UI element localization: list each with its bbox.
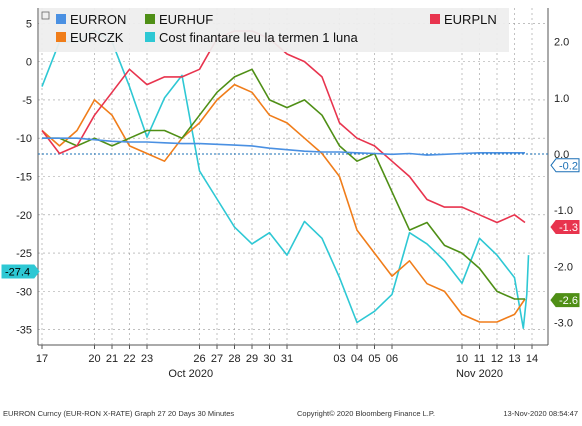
end-label-box [1, 264, 40, 279]
x-tick-label: 04 [351, 353, 363, 365]
end-label-box [550, 293, 580, 308]
end-label-text: -2.6 [559, 295, 578, 307]
x-tick-label: 03 [333, 353, 345, 365]
end-label-text: -0.2 [559, 160, 578, 172]
left-tick-label: 5 [26, 18, 32, 30]
right-axis: 2.0 1.0 0.0 -1.0 -2.0 -3.0 [554, 37, 573, 330]
right-tick-label: 2.0 [554, 37, 569, 49]
x-tick-label: 27 [211, 353, 223, 365]
month-label: Nov 2020 [456, 368, 503, 380]
footer-right: 13-Nov-2020 08:54:47 [503, 409, 578, 418]
x-tick-label: 06 [386, 353, 398, 365]
left-tick-label: -25 [16, 248, 32, 260]
left-tick-label: -20 [16, 210, 32, 222]
right-tick-label: 1.0 [554, 93, 569, 105]
legend-swatch [430, 14, 440, 24]
legend-label: EURCZK [70, 30, 124, 45]
x-tick-label: 28 [228, 353, 240, 365]
end-labels: -0.2 -1.3 -2.6 -27.4 [1, 158, 580, 308]
x-tick-label: 29 [246, 353, 258, 365]
x-tick-label: 26 [193, 353, 205, 365]
right-tick-label: -3.0 [554, 318, 573, 330]
right-tick-label: -1.0 [554, 205, 573, 217]
x-tick-label: 10 [456, 353, 468, 365]
legend-swatch [145, 14, 155, 24]
x-tick-label: 23 [141, 353, 153, 365]
legend-label: EURPLN [444, 12, 497, 27]
end-label-text: -27.4 [5, 266, 30, 278]
x-axis: 17 20 21 22 23 26 27 28 29 30 31 03 04 05 06 10 11 12 13 14… [36, 345, 538, 380]
series-layer [41, 29, 530, 330]
left-tick-label: -35 [16, 325, 32, 337]
series-line-eurpln [41, 30, 526, 224]
x-tick-label: 31 [281, 353, 293, 365]
legend-swatch [145, 32, 155, 42]
x-tick-label: 30 [263, 353, 275, 365]
x-tick-label: 22 [123, 353, 135, 365]
legend-label: EURHUF [159, 12, 213, 27]
end-label-text: -1.3 [559, 222, 578, 234]
right-tick-label: -2.0 [554, 261, 573, 273]
series-line-eurron [42, 137, 525, 156]
end-label-box [550, 220, 580, 235]
footer-center: Copyright© 2020 Bloomberg Finance L.P. [297, 409, 435, 418]
legend-swatch [56, 14, 66, 24]
x-tick-label: 11 [474, 353, 485, 365]
left-tick-label: -5 [22, 95, 32, 107]
legend-swatch [56, 32, 66, 42]
left-axis: 5 0 -5 -10 -15 -20 -25 -30 -35 [16, 18, 32, 336]
x-tick-label: 17 [36, 353, 48, 365]
month-label: Oct 2020 [168, 368, 213, 380]
legend-collapse-icon [41, 11, 50, 20]
end-label-box [550, 158, 580, 173]
series-line-eurczk [41, 83, 526, 323]
left-tick-label: -10 [16, 133, 32, 145]
left-tick-label: -30 [16, 286, 32, 298]
x-tick-label: 14 [526, 353, 538, 365]
x-tick-label: 20 [88, 353, 100, 365]
legend: EURRON EURHUF EURPLN EURCZK Cost finantare l… [39, 8, 509, 52]
x-tick-label: 13 [508, 353, 520, 365]
x-tick-label: 12 [491, 353, 503, 365]
gridlines [37, 8, 549, 346]
footer-left: EURRON Curncy (EUR-RON X-RATE) Graph 27 … [3, 409, 234, 418]
x-tick-label: 05 [368, 353, 380, 365]
legend-label: EURRON [70, 12, 126, 27]
footer: EURRON Curncy (EUR-RON X-RATE) Graph 27 … [3, 409, 578, 418]
left-tick-label: 0 [26, 57, 32, 69]
right-tick-label: 0.0 [554, 149, 569, 161]
x-tick-label: 21 [106, 353, 118, 365]
series-line-cost-finantare-leu-la-termen-1-luna [41, 29, 530, 330]
left-tick-label: -15 [16, 172, 32, 184]
legend-label: Cost finantare leu la termen 1 luna [159, 30, 358, 45]
series-line-eurhuf [42, 68, 525, 300]
